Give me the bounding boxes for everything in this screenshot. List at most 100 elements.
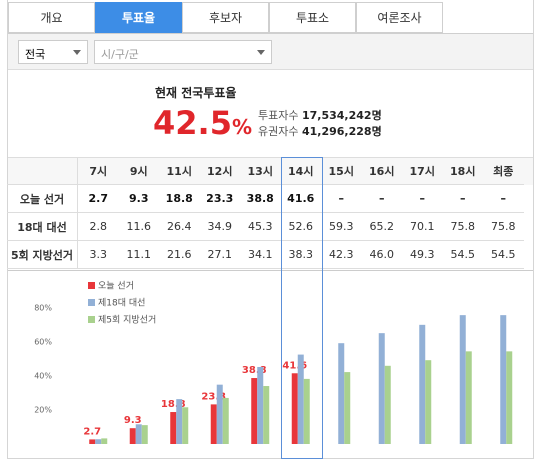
tab[interactable]: 여론조사: [356, 2, 443, 33]
eligible-label: 유권자수: [258, 125, 299, 138]
bar: [425, 360, 432, 444]
tab[interactable]: 후보자: [182, 2, 269, 33]
cell: –: [483, 185, 524, 213]
summary-title: 현재 전국투표율: [155, 86, 237, 100]
value-label: 9.3: [124, 415, 142, 426]
bar: [297, 354, 304, 444]
cell: 18.8: [159, 185, 200, 213]
legend-swatch: [88, 299, 95, 306]
voters-line: 투표자수 17,534,242명: [258, 108, 382, 124]
arrow: [257, 50, 265, 55]
bar: [465, 351, 472, 444]
bar: [251, 378, 258, 444]
cell: 34.1: [240, 241, 281, 269]
legend-label: 오늘 선거: [98, 281, 134, 292]
filter-bar: 전국 시/구/군: [8, 33, 533, 70]
bar: [378, 333, 385, 444]
bar: [338, 343, 345, 444]
eligible-line: 유권자수 41,296,228명: [258, 124, 382, 140]
cell: 75.8: [442, 213, 483, 241]
column-header: 17시: [402, 157, 443, 185]
cell: –: [442, 185, 483, 213]
cell: 23.3: [199, 185, 240, 213]
district-select[interactable]: 시/구/군: [94, 40, 272, 64]
column-header: 최종: [483, 157, 524, 185]
bar: [135, 424, 142, 444]
cell: 70.1: [402, 213, 443, 241]
bar: [500, 315, 507, 444]
column-header: 13시: [240, 157, 281, 185]
cell: 52.6: [280, 213, 321, 241]
value-label: 41.6: [282, 360, 307, 371]
cell: 54.5: [442, 241, 483, 269]
legend-swatch: [88, 316, 95, 323]
bar: [170, 412, 177, 444]
value-label: 38.8: [242, 365, 267, 376]
bar: [141, 425, 148, 444]
bar: [216, 384, 223, 444]
value-label: 18.8: [161, 399, 186, 410]
legend-label: 제5회 지방선거: [98, 315, 156, 326]
y-tick-label: 80%: [34, 304, 52, 313]
y-tick-label: 20%: [34, 406, 52, 415]
rate-unit: %: [231, 115, 252, 139]
bar: [303, 378, 310, 444]
cell: 46.0: [361, 241, 402, 269]
y-tick-label: 40%: [34, 372, 52, 381]
value-label: 23.3: [201, 391, 226, 402]
bar: [89, 439, 96, 444]
cell: 27.1: [199, 241, 240, 269]
column-header: 7시: [78, 157, 119, 185]
cell: 38.8: [240, 185, 281, 213]
cell: 2.7: [78, 185, 119, 213]
cell: 9.3: [118, 185, 159, 213]
row-label: 18대 대선: [7, 213, 78, 241]
cell: –: [402, 185, 443, 213]
column-header: 18시: [442, 157, 483, 185]
cell: 65.2: [361, 213, 402, 241]
bar: [176, 399, 183, 444]
bar: [419, 324, 426, 444]
y-tick-label: 60%: [34, 338, 52, 347]
row-label: 5회 지방선거: [7, 241, 78, 269]
highlight-column: [280, 157, 323, 459]
value-label: 2.7: [83, 426, 101, 437]
row-label: 오늘 선거: [7, 185, 78, 213]
column-header: 14시: [280, 157, 321, 185]
column-header: 12시: [199, 157, 240, 185]
cell: 11.6: [118, 213, 159, 241]
rate: 42.5%: [153, 104, 252, 142]
tab[interactable]: 개요: [8, 2, 95, 33]
cell: 45.3: [240, 213, 281, 241]
tab[interactable]: 투표율: [95, 2, 182, 33]
cell: 3.3: [78, 241, 119, 269]
voters-label: 투표자수: [258, 109, 299, 122]
cell: 11.1: [118, 241, 159, 269]
cell: –: [321, 185, 362, 213]
bar: [291, 373, 298, 444]
divider: [8, 270, 533, 271]
bar: [101, 438, 108, 444]
region-text: 전국: [25, 48, 46, 61]
eligible: 41,296,228명: [301, 125, 382, 138]
cell: 34.9: [199, 213, 240, 241]
region-select[interactable]: 전국: [18, 40, 88, 64]
bar: [257, 366, 264, 444]
column-header: 9시: [118, 157, 159, 185]
legend-label: 제18대 대선: [98, 298, 145, 309]
cell: 49.3: [402, 241, 443, 269]
bar: [263, 386, 270, 444]
bar: [344, 372, 351, 444]
cell: 59.3: [321, 213, 362, 241]
counts: 투표자수 17,534,242명 유권자수 41,296,228명: [258, 108, 382, 140]
tab[interactable]: 투표소: [269, 2, 356, 33]
cell: –: [361, 185, 402, 213]
column-header: 15시: [321, 157, 362, 185]
arrow: [73, 50, 81, 55]
cell: 2.8: [78, 213, 119, 241]
cell: 54.5: [483, 241, 524, 269]
column-header: 11시: [159, 157, 200, 185]
cell: 42.3: [321, 241, 362, 269]
